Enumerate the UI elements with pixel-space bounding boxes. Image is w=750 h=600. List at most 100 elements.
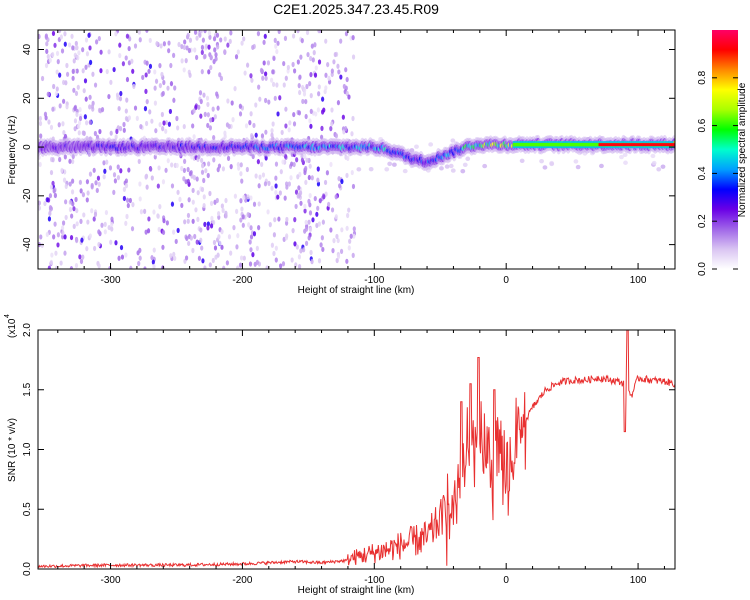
heatmap-speckle	[119, 91, 122, 96]
heatmap-speckle	[230, 164, 233, 169]
heatmap-speckle	[214, 245, 217, 250]
heatmap-speckle	[335, 133, 338, 138]
heatmap-speckle	[66, 72, 69, 77]
heatmap-speckle	[176, 163, 179, 168]
heatmap-speckle	[145, 72, 148, 77]
heatmap-speckle	[75, 238, 78, 243]
heatmap-speckle	[63, 178, 66, 183]
heatmap-speckle	[239, 263, 242, 268]
heatmap-speckle	[222, 266, 225, 271]
heatmap-speckle	[266, 209, 269, 214]
heatmap-speckle	[119, 126, 122, 131]
heatmap-speckle	[270, 128, 273, 133]
heatmap-speckle	[136, 116, 139, 121]
heatmap-speckle	[352, 35, 355, 40]
heatmap-speckle	[264, 71, 267, 76]
heatmap-speckle	[105, 160, 108, 165]
heatmap-speckle	[60, 34, 63, 39]
heatmap-speckle	[309, 250, 312, 255]
figure-title: C2E1.2025.347.23.45.R09	[273, 1, 439, 17]
heatmap-speckle	[187, 167, 190, 172]
heatmap-speckle	[63, 31, 66, 36]
heatmap-speckle	[73, 58, 76, 63]
heatmap-speckle	[82, 68, 85, 73]
heatmap-speckle	[173, 256, 176, 261]
heatmap-speckle	[75, 45, 78, 50]
heatmap-speckle	[183, 124, 186, 129]
heatmap-speckle	[313, 50, 316, 55]
heatmap-speckle	[147, 228, 150, 233]
heatmap-speckle	[199, 238, 202, 243]
heatmap-speckle	[202, 93, 205, 98]
heatmap-speckle	[157, 183, 160, 188]
heatmap-speckle	[267, 60, 270, 65]
heatmap-speckle	[245, 123, 248, 128]
heatmap-speckle	[199, 90, 202, 95]
heatmap-speckle	[121, 254, 124, 259]
heatmap-speckle	[102, 160, 105, 165]
heatmap-speckle	[200, 245, 203, 250]
heatmap-speckle	[347, 207, 350, 212]
heatmap-speckle	[85, 37, 88, 42]
heatmap-speckle	[183, 219, 186, 224]
heatmap-speckle	[50, 184, 53, 189]
heatmap-speckle	[242, 214, 245, 219]
heatmap-speckle	[65, 104, 68, 109]
heatmap-speckle	[123, 128, 126, 133]
heatmap-speckle	[93, 168, 96, 173]
heatmap-speckle	[221, 203, 224, 208]
heatmap-speckle	[292, 112, 295, 117]
heatmap-speckle	[549, 162, 554, 166]
heatmap-speckle	[191, 123, 194, 128]
heatmap-speckle	[193, 134, 196, 139]
heatmap-speckle	[219, 37, 222, 42]
heatmap-speckle	[350, 131, 353, 136]
heatmap-speckle	[118, 43, 121, 48]
heatmap-speckle	[264, 130, 267, 135]
heatmap-speckle	[250, 78, 253, 83]
snr-x-tick-label: 0	[503, 575, 509, 586]
heatmap-speckle	[290, 161, 293, 166]
heatmap-speckle	[59, 103, 62, 108]
heatmap-speckle	[192, 219, 195, 224]
heatmap-speckle	[232, 225, 235, 230]
heatmap-speckle	[305, 220, 308, 225]
heatmap-speckle	[189, 171, 192, 176]
heatmap-x-tick-label: 0	[503, 275, 509, 286]
heatmap-speckle	[258, 201, 261, 206]
heatmap-speckle	[123, 196, 126, 201]
heatmap-speckle	[331, 68, 334, 73]
heatmap-speckle	[55, 91, 58, 96]
heatmap-speckle	[61, 121, 64, 126]
heatmap-speckle	[239, 104, 242, 109]
heatmap-speckle	[204, 112, 207, 117]
heatmap-speckle	[255, 133, 258, 138]
heatmap-speckle	[201, 69, 204, 74]
heatmap-speckle	[392, 163, 397, 167]
heatmap-speckle	[164, 129, 167, 134]
heatmap-speckle	[282, 261, 285, 266]
heatmap-speckle	[139, 124, 142, 129]
heatmap-speckle	[369, 167, 374, 171]
heatmap-speckle	[54, 193, 57, 198]
heatmap-speckle	[335, 214, 338, 219]
heatmap-speckle	[224, 211, 227, 216]
heatmap-speckle	[208, 30, 211, 35]
heatmap-speckle	[258, 175, 261, 180]
heatmap-speckle	[273, 232, 276, 237]
heatmap-speckle	[82, 130, 85, 135]
heatmap-speckle	[71, 189, 74, 194]
heatmap-speckle	[122, 61, 125, 66]
heatmap-speckle	[191, 248, 194, 253]
heatmap-speckle	[171, 202, 174, 207]
heatmap-speckle	[185, 255, 188, 260]
heatmap-speckle	[291, 257, 294, 262]
heatmap-speckle	[70, 34, 73, 39]
heatmap-speckle	[146, 99, 149, 104]
heatmap-speckle	[106, 69, 109, 74]
heatmap-speckle	[203, 203, 206, 208]
heatmap-speckle	[79, 180, 82, 185]
heatmap-speckle	[271, 243, 274, 248]
heatmap-speckle	[48, 216, 51, 221]
heatmap-speckle	[91, 72, 94, 77]
